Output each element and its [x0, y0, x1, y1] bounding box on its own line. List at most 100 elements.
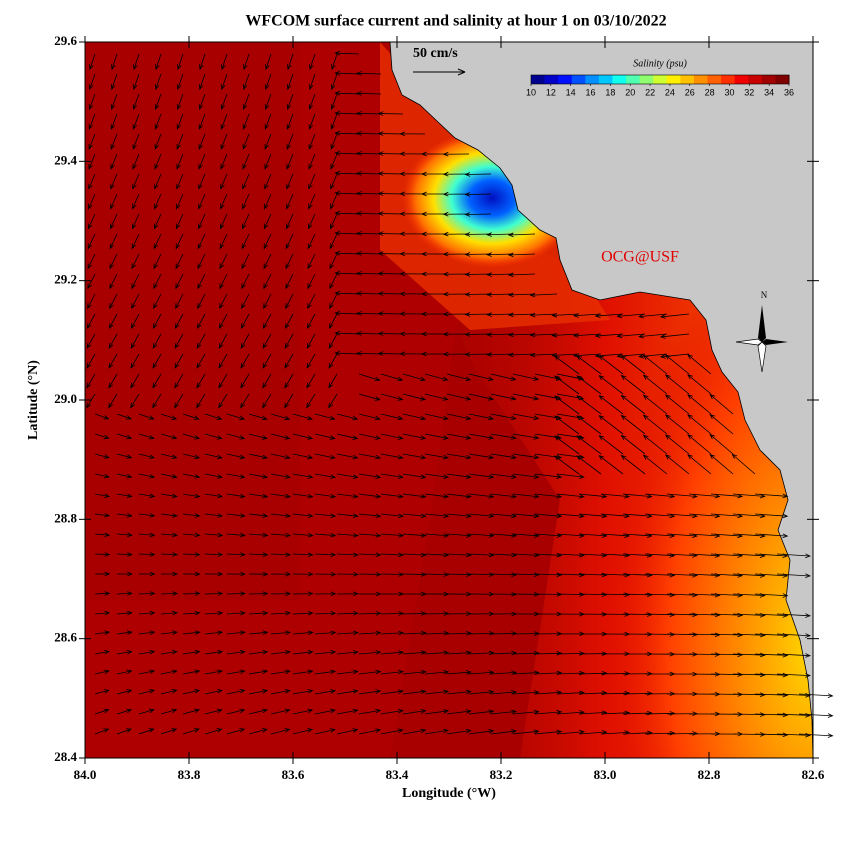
current-arrow: [204, 649, 224, 655]
current-arrow: [110, 173, 118, 190]
current-arrow: [554, 375, 580, 395]
current-arrow: [285, 293, 294, 310]
current-arrow: [329, 233, 338, 250]
current-arrow: [334, 290, 360, 296]
current-arrow: [688, 493, 721, 499]
current-arrow: [152, 393, 162, 409]
current-arrow: [377, 331, 404, 336]
current-arrow: [420, 251, 448, 257]
current-arrow: [204, 433, 223, 440]
current-arrow: [182, 433, 201, 440]
current-arrow: [314, 532, 337, 538]
colorbar-swatch: [775, 75, 790, 84]
current-arrow: [248, 532, 269, 538]
current-arrow: [248, 669, 269, 675]
current-arrow: [336, 708, 359, 715]
current-arrow: [402, 373, 426, 382]
current-arrow: [314, 728, 336, 735]
current-arrow: [336, 493, 359, 499]
current-arrow: [88, 153, 96, 170]
current-arrow: [442, 271, 470, 277]
current-arrow: [377, 271, 404, 276]
current-arrow: [402, 728, 427, 735]
current-arrow: [358, 552, 382, 558]
current-arrow: [309, 53, 316, 71]
current-arrow: [94, 453, 110, 459]
current-arrow: [196, 353, 206, 369]
current-arrow: [160, 532, 179, 538]
current-arrow: [110, 113, 118, 130]
current-arrow: [358, 473, 382, 479]
current-arrow: [248, 473, 269, 479]
current-arrow: [314, 473, 337, 479]
current-arrow: [798, 713, 834, 718]
current-arrow: [132, 113, 140, 130]
current-arrow: [776, 653, 811, 658]
current-arrow: [512, 650, 540, 656]
current-arrow: [270, 493, 291, 499]
current-arrow: [424, 650, 450, 656]
current-arrow: [138, 493, 156, 499]
current-arrow: [576, 395, 602, 415]
current-arrow: [446, 493, 472, 499]
current-arrow: [248, 610, 269, 616]
current-arrow: [262, 393, 272, 409]
current-arrow: [286, 153, 294, 170]
current-arrow: [355, 191, 382, 196]
current-arrow: [358, 413, 381, 421]
current-arrow: [86, 393, 96, 409]
current-arrow: [110, 133, 118, 150]
current-arrow: [424, 433, 449, 440]
current-arrow: [154, 93, 162, 111]
current-arrow: [534, 729, 563, 735]
current-arrow: [380, 689, 404, 695]
current-arrow: [754, 712, 789, 718]
current-arrow: [754, 593, 789, 598]
current-arrow: [226, 591, 246, 596]
current-arrow: [464, 172, 492, 177]
current-arrow: [292, 532, 314, 538]
current-arrow: [308, 113, 316, 130]
current-arrow: [284, 373, 294, 389]
current-arrow: [285, 253, 294, 270]
current-arrow: [182, 689, 201, 695]
current-arrow: [598, 355, 624, 375]
current-arrow: [138, 552, 156, 557]
current-arrow: [402, 453, 427, 460]
current-arrow: [204, 473, 223, 479]
current-arrow: [218, 313, 228, 329]
current-arrow: [598, 455, 624, 475]
current-arrow: [306, 333, 316, 349]
current-arrow: [402, 433, 427, 440]
current-arrow: [176, 173, 184, 190]
current-arrow: [182, 513, 201, 518]
current-arrow: [534, 493, 563, 499]
current-arrow: [659, 313, 690, 319]
current-arrow: [264, 93, 272, 111]
current-arrow: [242, 153, 250, 170]
current-arrow: [402, 709, 427, 715]
current-arrow: [226, 689, 246, 695]
current-arrow: [284, 333, 294, 349]
current-arrow: [182, 453, 201, 460]
current-arrow: [355, 351, 382, 356]
current-arrow: [420, 291, 448, 297]
current-arrow: [270, 552, 292, 557]
current-arrow: [242, 173, 250, 190]
current-arrow: [399, 171, 426, 177]
current-arrow: [336, 532, 359, 538]
x-tick-label: 83.8: [178, 767, 201, 782]
colorbar-swatch: [666, 75, 681, 84]
current-arrow: [622, 710, 653, 716]
current-arrow: [442, 251, 470, 257]
current-arrow: [284, 393, 294, 409]
current-arrow: [218, 333, 228, 349]
current-arrow: [270, 689, 291, 695]
current-arrow: [358, 669, 382, 675]
current-arrow: [287, 73, 294, 91]
current-arrow: [424, 453, 450, 460]
current-arrow: [420, 231, 448, 237]
current-arrow: [420, 191, 448, 197]
current-arrow: [153, 213, 162, 230]
current-arrow: [377, 231, 404, 236]
